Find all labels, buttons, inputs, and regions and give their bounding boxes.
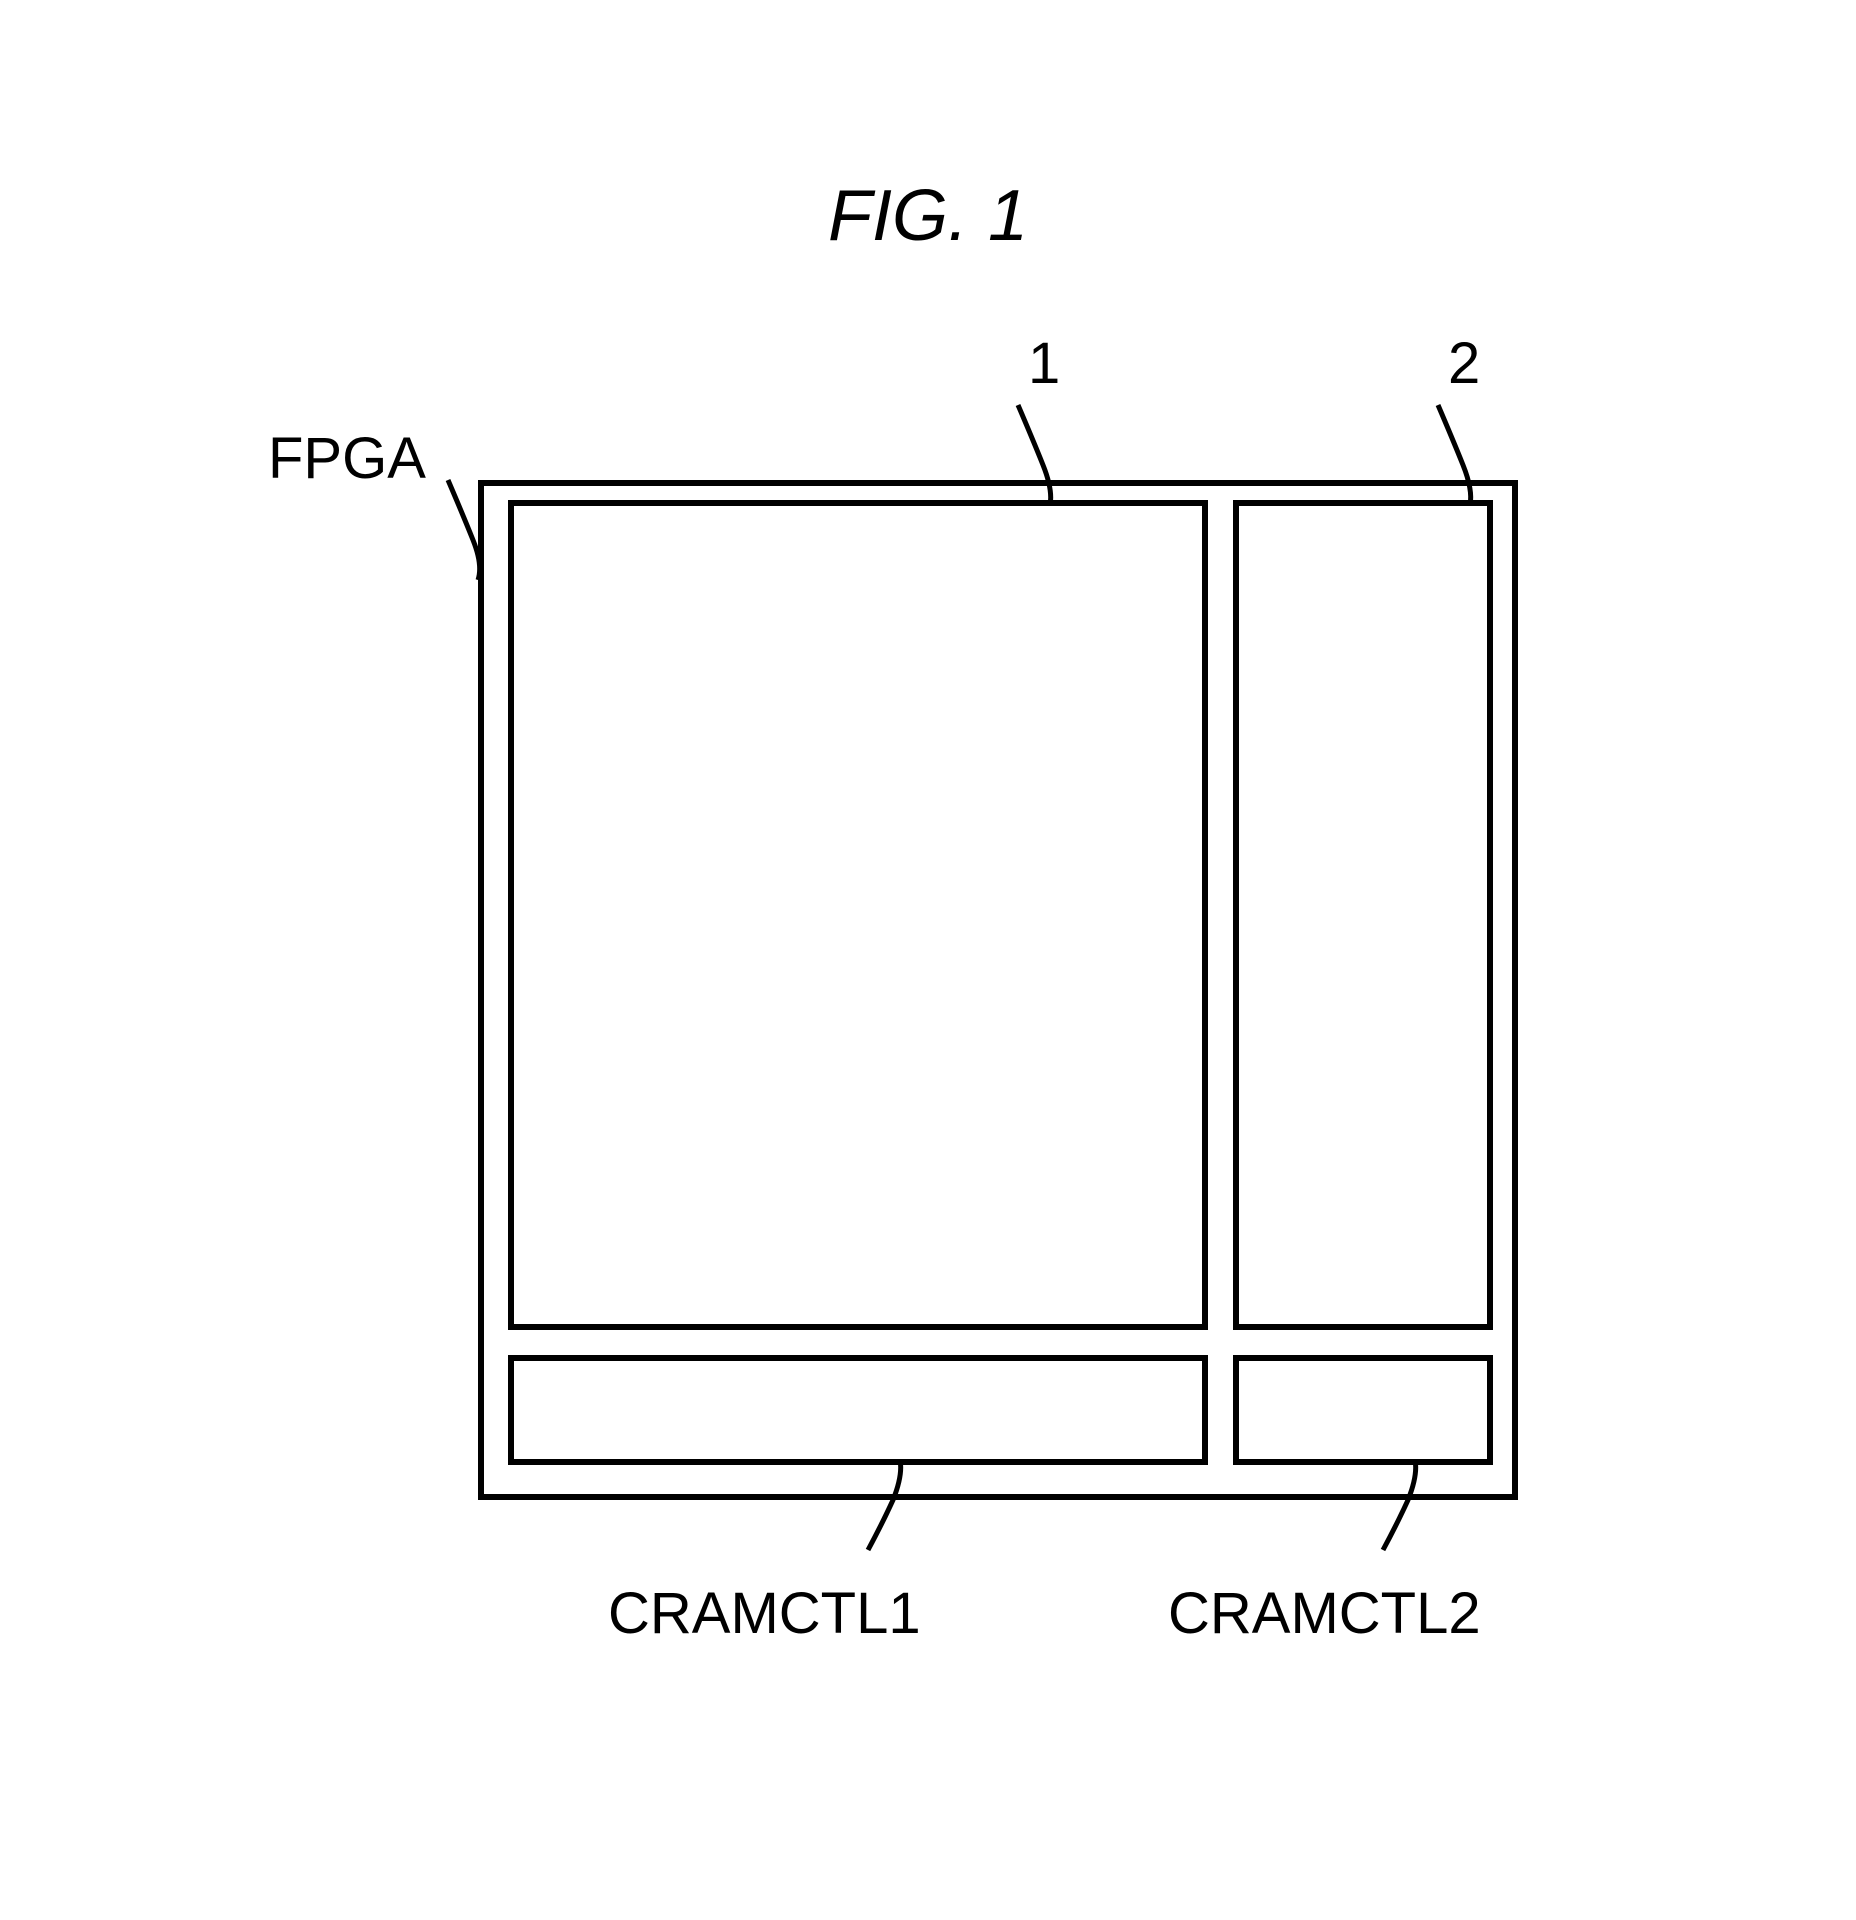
label-fpga: FPGA: [268, 425, 426, 492]
figure-title: FIG. 1: [828, 175, 1028, 257]
label-cramctl2: CRAMCTL2: [1168, 1580, 1481, 1647]
leader-path-fpga: [448, 480, 480, 580]
label-1: 1: [1028, 330, 1060, 397]
figure-container: FIG. 1 FPGA 1 2 CRAMCTL1 CRAMCTL2: [228, 160, 1628, 1760]
label-2: 2: [1448, 330, 1480, 397]
label-cramctl1: CRAMCTL1: [608, 1580, 921, 1647]
block-2: [1233, 500, 1493, 1330]
block-1: [508, 500, 1208, 1330]
cramctl2-box: [1233, 1355, 1493, 1465]
cramctl1-box: [508, 1355, 1208, 1465]
